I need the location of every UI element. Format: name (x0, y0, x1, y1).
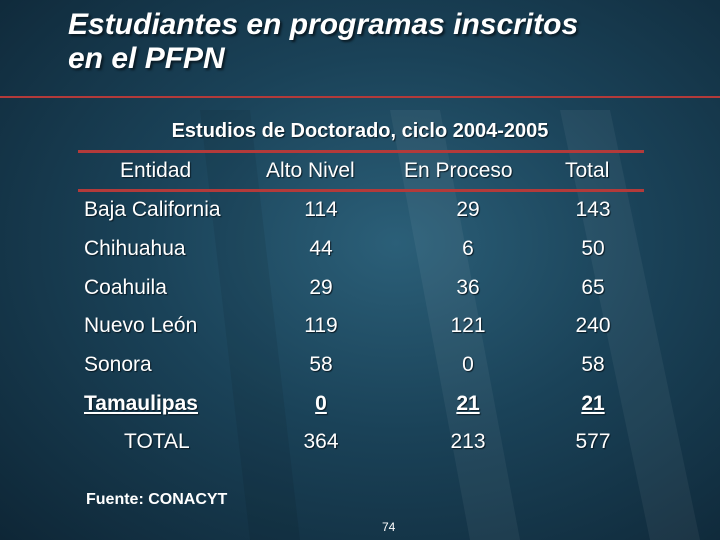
total-label: TOTAL (124, 430, 190, 453)
row-total: 240 (575, 314, 611, 337)
total-en-proceso: 213 (450, 430, 486, 453)
slide-title: Estudiantes en programas inscritos en el… (68, 8, 708, 76)
header-total: Total (565, 159, 610, 182)
row-alto-nivel: 44 (309, 237, 333, 260)
table-header-rule (78, 189, 644, 192)
row-total: 21 (581, 392, 605, 415)
row-entidad: Nuevo León (84, 314, 198, 337)
row-entidad: Tamaulipas (84, 392, 198, 415)
row-alto-nivel: 58 (309, 353, 333, 376)
row-en-proceso: 6 (462, 237, 474, 260)
row-alto-nivel: 119 (304, 314, 338, 337)
row-total: 50 (581, 237, 605, 260)
row-entidad: Sonora (84, 353, 152, 376)
row-en-proceso: 36 (456, 276, 480, 299)
row-total: 58 (581, 353, 605, 376)
title-line-1: Estudiantes en programas inscritos (68, 8, 579, 41)
row-en-proceso: 121 (450, 314, 486, 337)
row-entidad: Coahuila (84, 276, 167, 299)
table-top-rule (78, 150, 644, 153)
row-en-proceso: 21 (456, 392, 480, 415)
title-line-2: en el PFPN (68, 42, 225, 75)
total-alto-nivel: 364 (303, 430, 339, 453)
title-divider (0, 96, 720, 98)
row-en-proceso: 29 (456, 198, 480, 221)
total-total: 577 (575, 430, 611, 453)
source-note: Fuente: CONACYT (86, 491, 228, 508)
header-alto-nivel: Alto Nivel (266, 159, 355, 182)
row-alto-nivel: 29 (309, 276, 333, 299)
row-alto-nivel: 114 (304, 198, 338, 221)
row-entidad: Baja California (84, 198, 221, 221)
header-en-proceso: En Proceso (404, 159, 513, 182)
row-total: 143 (575, 198, 611, 221)
row-alto-nivel: 0 (315, 392, 327, 415)
row-total: 65 (581, 276, 605, 299)
page-number: 74 (382, 520, 396, 534)
header-entidad: Entidad (120, 159, 192, 182)
row-en-proceso: 0 (462, 353, 474, 376)
row-entidad: Chihuahua (84, 237, 186, 260)
table-subtitle: Estudios de Doctorado, ciclo 2004-2005 (171, 120, 549, 142)
